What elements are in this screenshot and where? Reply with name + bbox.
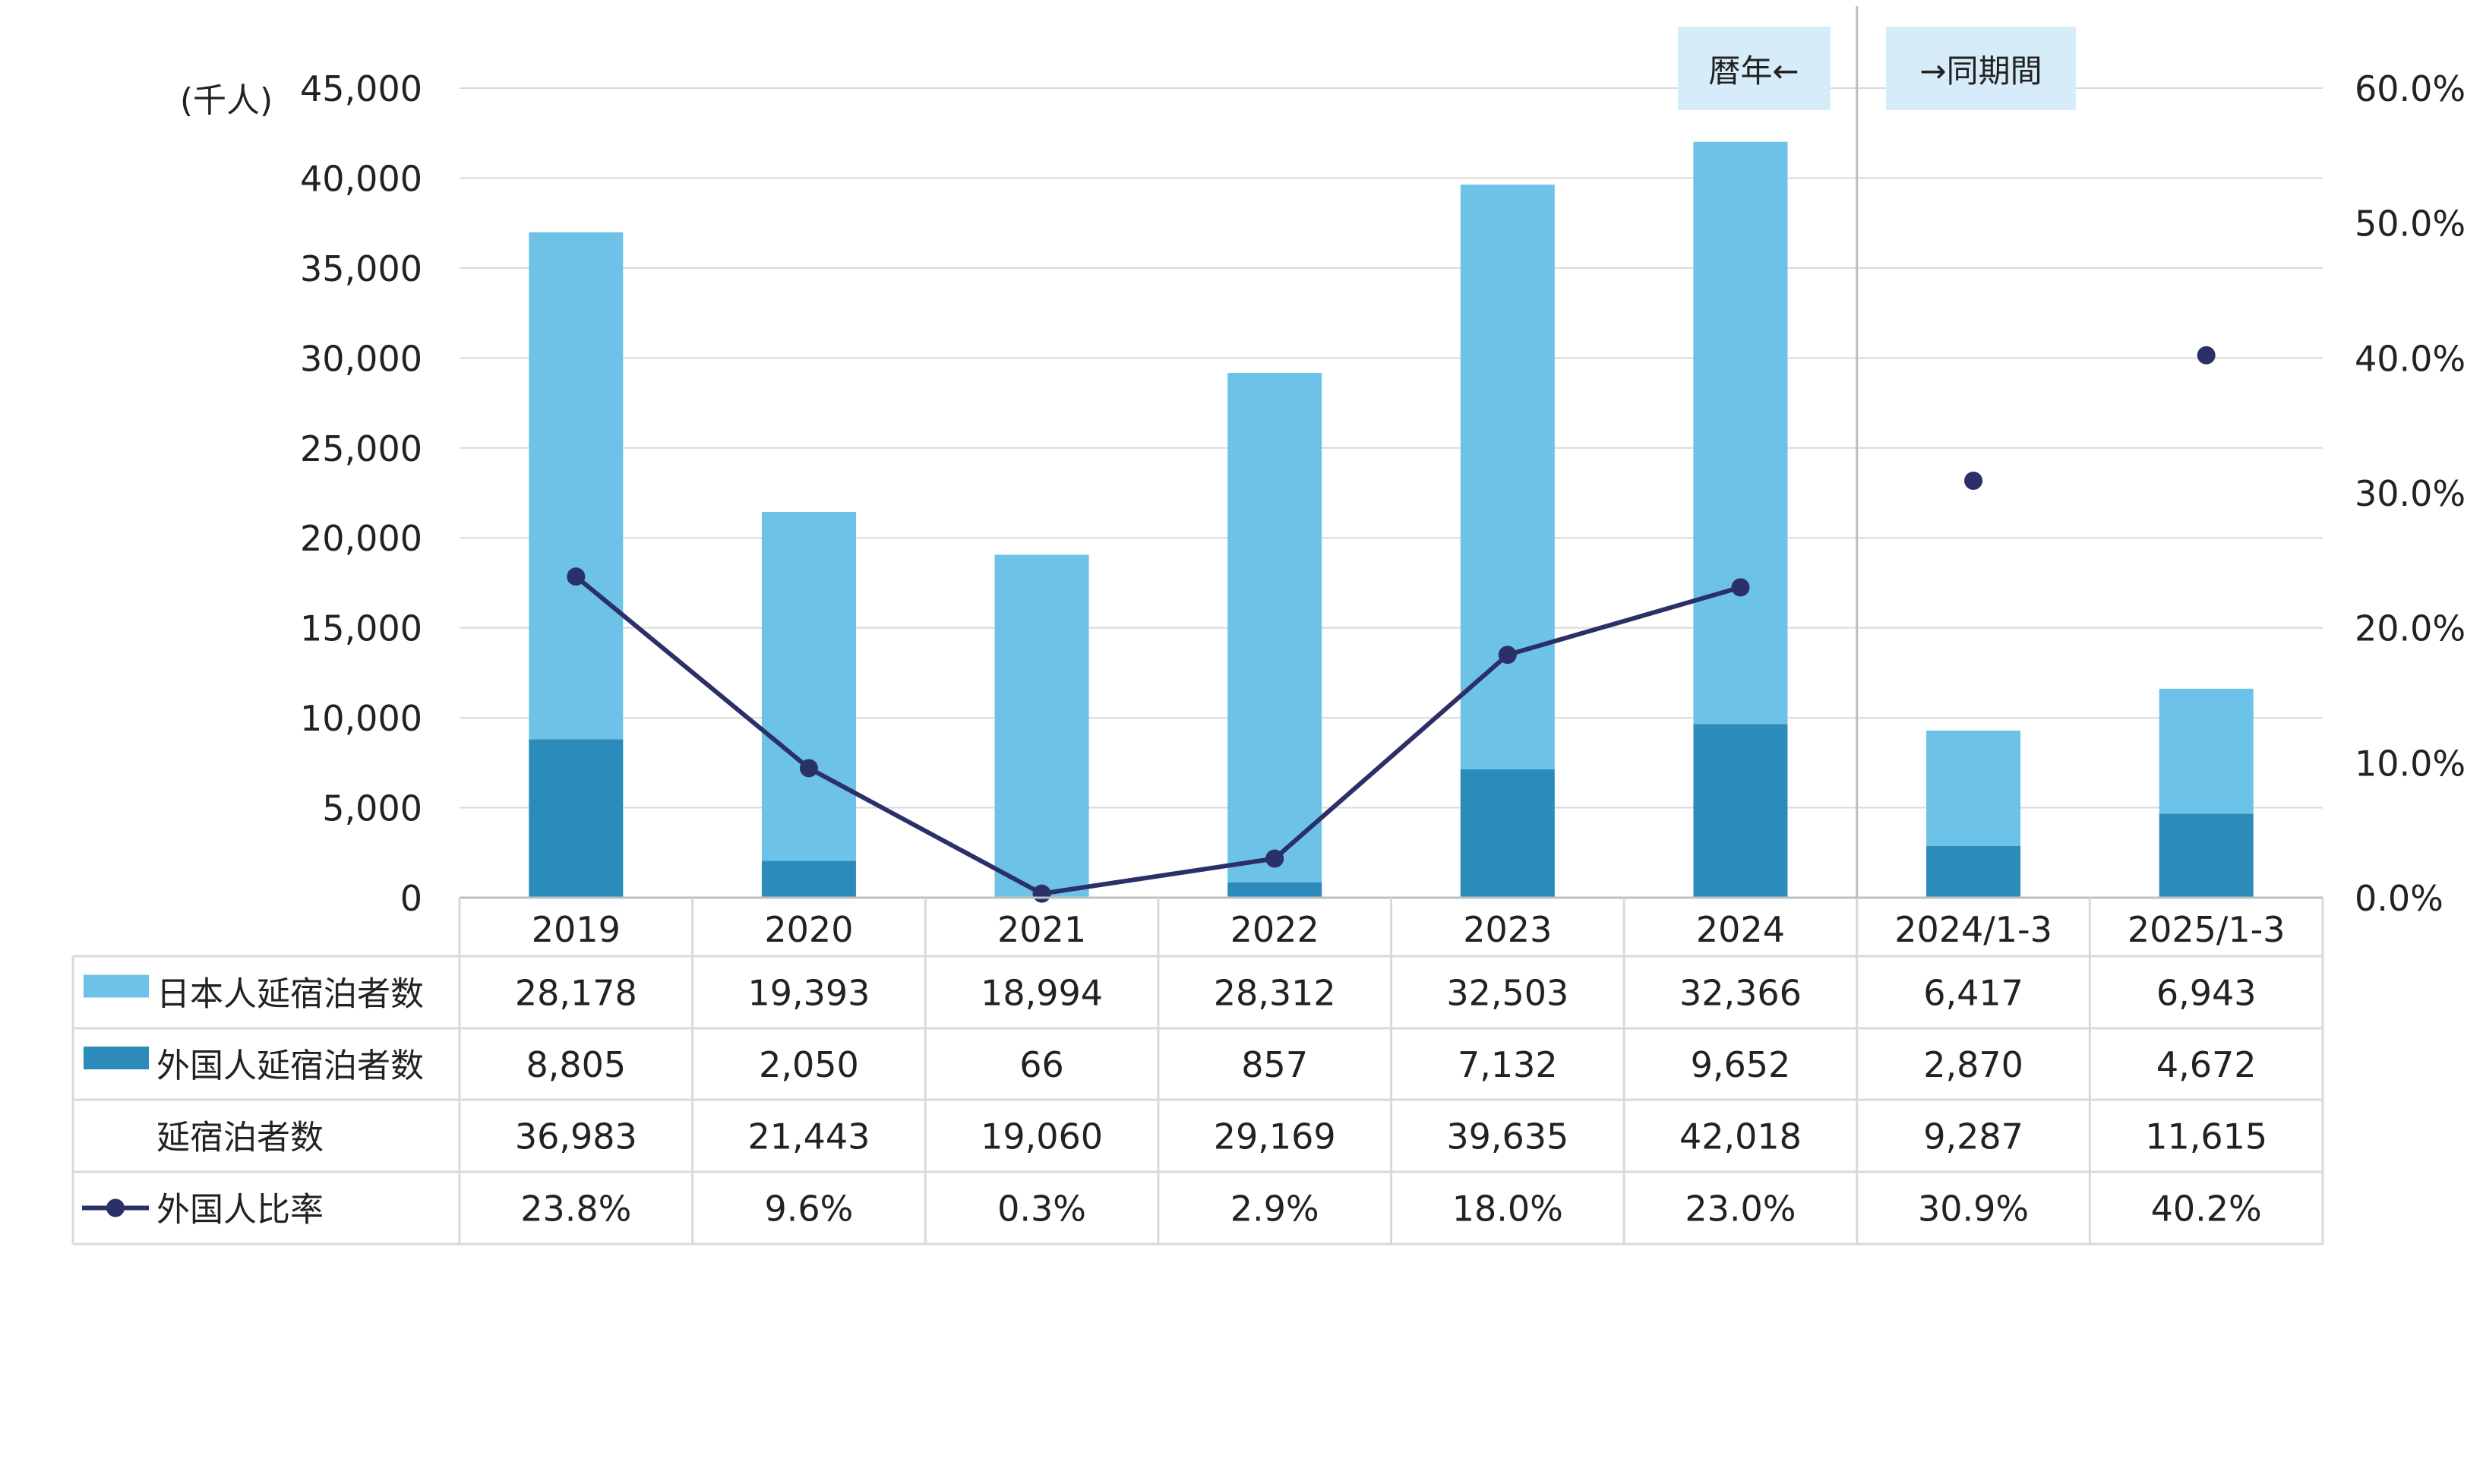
table-cell: 28,178 xyxy=(515,973,637,1014)
table-cell: 0.3% xyxy=(997,1189,1086,1230)
legend-marker-ratio xyxy=(106,1198,125,1217)
table-cell: 21,443 xyxy=(747,1116,870,1157)
table-cell: 11,615 xyxy=(2145,1116,2267,1157)
y-right-tick-label: 40.0% xyxy=(2355,338,2466,379)
category-label: 2025/1-3 xyxy=(2128,909,2286,950)
y-right-tick-label: 20.0% xyxy=(2355,608,2466,649)
table-cell: 36,983 xyxy=(515,1116,637,1157)
ratio-marker-2021 xyxy=(1032,884,1051,903)
y-left-tick-label: 10,000 xyxy=(300,698,422,739)
y-left-tick-label: 0 xyxy=(400,878,422,919)
category-label: 2024 xyxy=(1696,909,1785,950)
table-cell: 30.9% xyxy=(1918,1189,2029,1230)
y-right-tick-label: 30.0% xyxy=(2355,473,2466,514)
bar-foreign-2020 xyxy=(761,860,856,898)
y-left-tick-label: 15,000 xyxy=(300,608,422,649)
table-cell: 23.8% xyxy=(520,1189,631,1230)
bar-foreign-2022 xyxy=(1227,882,1322,898)
table-cell: 18.0% xyxy=(1452,1189,1563,1230)
table-cell: 4,672 xyxy=(2156,1044,2257,1085)
table-cell: 66 xyxy=(1019,1044,1064,1085)
table-cell: 9,287 xyxy=(1923,1116,2023,1157)
bar-japanese-2025/1-3 xyxy=(2159,688,2254,814)
table-cell: 6,417 xyxy=(1923,973,2023,1014)
ratio-marker-2024/1-3 xyxy=(1964,472,1983,491)
category-label: 2024/1-3 xyxy=(1894,909,2052,950)
table-cell: 2,870 xyxy=(1923,1044,2023,1085)
category-label: 2023 xyxy=(1463,909,1552,950)
ratio-marker-2020 xyxy=(799,759,818,778)
table-row-label: 外国人延宿泊者数 xyxy=(156,1047,424,1085)
ratio-marker-2022 xyxy=(1265,849,1284,868)
table-cell: 7,132 xyxy=(1458,1044,1558,1085)
ratio-line xyxy=(574,574,1742,896)
y-left-tick-label: 25,000 xyxy=(300,428,422,469)
table-row-label: 外国人比率 xyxy=(156,1191,324,1230)
y-right-tick-label: 60.0% xyxy=(2355,68,2466,109)
category-label: 2022 xyxy=(1230,909,1319,950)
table-cell: 9.6% xyxy=(765,1189,854,1230)
table-cell: 29,169 xyxy=(1214,1116,1336,1157)
ratio-marker-2025/1-3 xyxy=(2197,346,2216,365)
annotation-calendar-year: 暦年← xyxy=(1708,52,1799,90)
y-right-tick-label: 0.0% xyxy=(2355,878,2444,919)
legend-swatch-foreign xyxy=(84,1047,149,1069)
bar-foreign-2024/1-3 xyxy=(1926,846,2021,898)
category-label: 2019 xyxy=(532,909,621,950)
table-cell: 8,805 xyxy=(526,1044,626,1085)
bar-japanese-2020 xyxy=(761,512,856,861)
table-cell: 39,635 xyxy=(1446,1116,1568,1157)
ratio-marker-2024 xyxy=(1731,578,1750,597)
bar-japanese-2024 xyxy=(1693,141,1788,725)
table-cell: 42,018 xyxy=(1679,1116,1802,1157)
table-cell: 32,366 xyxy=(1679,973,1802,1014)
bar-japanese-2022 xyxy=(1227,373,1322,883)
legend-swatch-japanese xyxy=(84,974,149,998)
table-row-label: 延宿泊者数 xyxy=(156,1119,324,1157)
y-left-unit-label: (千人) xyxy=(180,81,273,120)
bar-foreign-2025/1-3 xyxy=(2159,813,2254,898)
bar-japanese-2019 xyxy=(529,232,624,740)
y-right-tick-label: 10.0% xyxy=(2355,743,2466,784)
category-label: 2021 xyxy=(997,909,1086,950)
bar-japanese-2023 xyxy=(1460,185,1555,770)
table-cell: 32,503 xyxy=(1446,973,1568,1014)
table-cell: 2,050 xyxy=(759,1044,859,1085)
table-cell: 857 xyxy=(1241,1044,1308,1085)
table-cell: 19,393 xyxy=(747,973,870,1014)
table-cell: 40.2% xyxy=(2151,1189,2262,1230)
y-left-tick-label: 30,000 xyxy=(300,338,422,379)
bar-foreign-2019 xyxy=(529,739,624,898)
y-left-tick-label: 40,000 xyxy=(300,158,422,199)
table-row-label: 日本人延宿泊者数 xyxy=(156,975,424,1014)
annotation-box-calendar xyxy=(1678,27,1831,110)
bar-foreign-2024 xyxy=(1693,724,1788,898)
table-cell: 19,060 xyxy=(981,1116,1103,1157)
y-right-tick-label: 50.0% xyxy=(2355,204,2466,245)
ratio-marker-2023 xyxy=(1498,646,1517,665)
annotation-same-period: →同期間 xyxy=(1919,52,2042,90)
table-cell: 6,943 xyxy=(2156,973,2257,1014)
category-label: 2020 xyxy=(764,909,853,950)
bar-japanese-2021 xyxy=(994,554,1089,897)
bar-japanese-2024/1-3 xyxy=(1926,731,2021,847)
y-left-tick-label: 45,000 xyxy=(300,68,422,109)
y-left-tick-label: 35,000 xyxy=(300,248,422,289)
annotation-box-period xyxy=(1886,27,2076,110)
ratio-marker-2019 xyxy=(567,567,586,586)
table-cell: 23.0% xyxy=(1685,1189,1796,1230)
y-left-tick-label: 5,000 xyxy=(322,788,422,829)
table-cell: 9,652 xyxy=(1691,1044,1791,1085)
y-left-tick-label: 20,000 xyxy=(300,518,422,559)
bar-foreign-2023 xyxy=(1460,769,1555,898)
table-cell: 2.9% xyxy=(1230,1189,1319,1230)
table-cell: 18,994 xyxy=(981,973,1103,1014)
table-cell: 28,312 xyxy=(1214,973,1336,1014)
